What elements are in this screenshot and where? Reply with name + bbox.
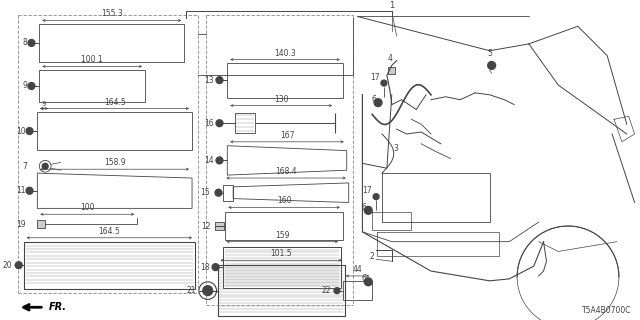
Circle shape	[215, 189, 222, 196]
Bar	[215, 222, 224, 230]
Text: 14: 14	[204, 156, 214, 165]
Text: 12: 12	[201, 221, 211, 230]
Text: 20: 20	[3, 261, 12, 270]
Bar	[223, 247, 341, 288]
Circle shape	[216, 157, 223, 164]
Text: 168.4: 168.4	[275, 167, 297, 176]
Bar	[227, 63, 343, 98]
Text: 15: 15	[200, 188, 210, 197]
Circle shape	[216, 120, 223, 127]
Text: 16: 16	[204, 119, 214, 128]
Bar	[37, 112, 192, 150]
Text: 6: 6	[371, 95, 376, 104]
Circle shape	[203, 286, 212, 296]
Text: 167: 167	[280, 131, 294, 140]
Text: 1: 1	[389, 1, 394, 10]
Text: 17: 17	[371, 73, 380, 82]
Circle shape	[374, 99, 382, 107]
Bar	[388, 67, 396, 74]
Text: 140.3: 140.3	[274, 49, 296, 58]
Text: 7: 7	[22, 162, 28, 171]
Text: 160: 160	[277, 196, 291, 205]
Circle shape	[334, 288, 340, 293]
Text: 8: 8	[23, 38, 28, 47]
Circle shape	[364, 206, 372, 214]
Text: 6: 6	[362, 274, 366, 284]
Text: 155.3: 155.3	[101, 9, 123, 19]
Text: 158.9: 158.9	[104, 158, 125, 167]
Text: 100 1: 100 1	[81, 55, 103, 64]
Text: 100: 100	[80, 203, 95, 212]
Text: 130: 130	[274, 95, 289, 104]
Text: 159: 159	[275, 231, 289, 240]
Bar	[39, 24, 184, 61]
Text: 18: 18	[200, 263, 210, 272]
Text: FR.: FR.	[49, 302, 67, 312]
Text: 9: 9	[42, 100, 47, 107]
Bar	[225, 212, 343, 240]
Circle shape	[28, 39, 35, 46]
Circle shape	[42, 163, 48, 169]
Bar	[218, 265, 345, 316]
Circle shape	[216, 77, 223, 84]
Text: 22: 22	[321, 286, 331, 295]
Text: 101.5: 101.5	[270, 249, 292, 258]
Circle shape	[373, 194, 379, 200]
Text: 6: 6	[362, 203, 366, 212]
Bar	[343, 281, 372, 300]
Bar	[37, 220, 45, 228]
Circle shape	[28, 83, 35, 89]
Circle shape	[212, 264, 219, 270]
Text: 17: 17	[363, 186, 372, 195]
Text: 44: 44	[353, 265, 362, 274]
Text: 21: 21	[186, 286, 196, 295]
Text: 2: 2	[369, 252, 374, 261]
Text: 164.5: 164.5	[99, 227, 120, 236]
Circle shape	[26, 187, 33, 194]
Bar	[39, 70, 145, 102]
Text: 10: 10	[16, 126, 26, 136]
Bar	[223, 185, 233, 201]
Circle shape	[364, 278, 372, 286]
Text: 19: 19	[16, 220, 26, 228]
Circle shape	[381, 80, 387, 86]
Text: 9: 9	[22, 82, 28, 91]
Bar	[235, 113, 255, 133]
Circle shape	[26, 128, 33, 134]
Text: 3: 3	[394, 144, 399, 153]
Bar	[24, 242, 195, 289]
Text: 11: 11	[16, 186, 26, 195]
Text: 5: 5	[487, 49, 492, 58]
Text: 164.5: 164.5	[104, 98, 125, 107]
Text: T5A4B0700C: T5A4B0700C	[582, 306, 632, 315]
Circle shape	[488, 61, 495, 69]
Text: 4: 4	[387, 54, 392, 63]
Circle shape	[15, 262, 22, 268]
Text: 13: 13	[204, 76, 214, 84]
